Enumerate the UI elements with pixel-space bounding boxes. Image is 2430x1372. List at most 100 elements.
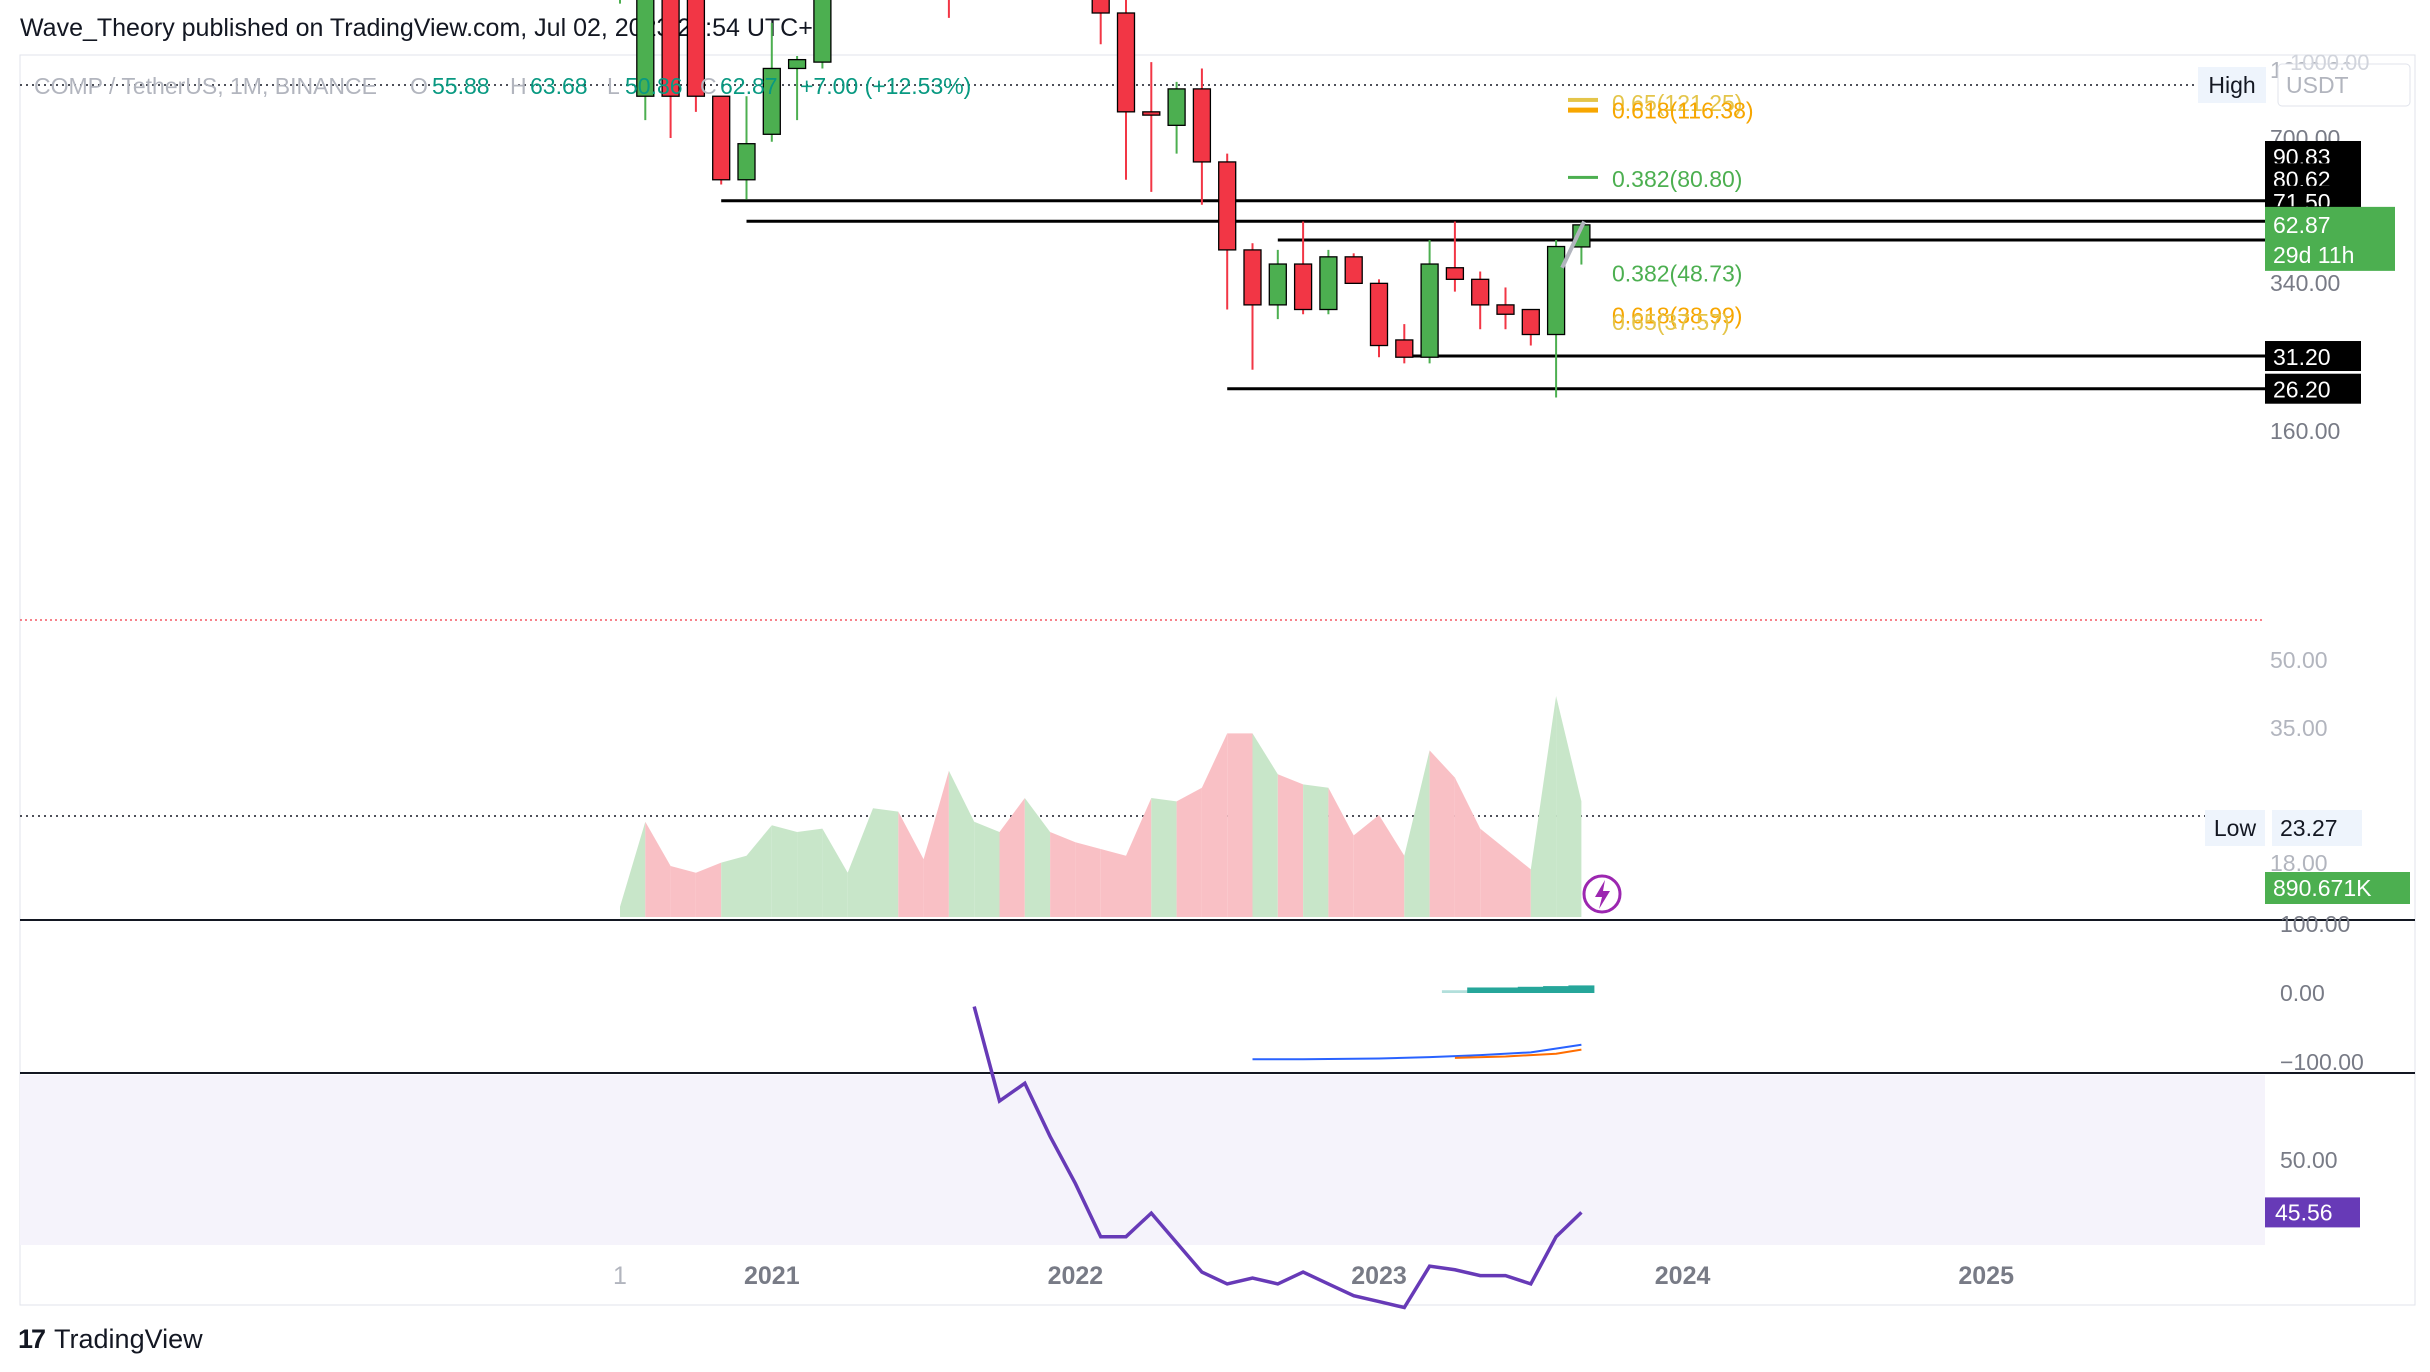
volume-segment [974,821,1000,917]
macd-histogram-bar [1467,987,1494,993]
volume-badge: 890.671K [2273,875,2372,901]
low-value-label: 23.27 [2280,815,2338,841]
price-tick-label: 18.00 [2270,850,2328,876]
legend-low-value: 50.86 [625,73,683,99]
candle-body [1243,249,1262,306]
time-axis-ticks: 1 2021 2022 2023 2024 2025 [613,1262,2014,1290]
horizontal-levels-group [721,97,2265,391]
volume-segment [645,821,671,917]
countdown-badge: 29d 11h [2273,242,2354,268]
candle-body [1192,88,1212,163]
candle-body [1546,245,1566,336]
volume-segment [1227,733,1253,917]
volume-segment [1556,696,1582,917]
candle-body [1142,111,1161,116]
candle-body [1319,256,1338,311]
macd-histogram-bar [1568,985,1595,993]
macd-histogram-bar [1441,990,1468,993]
volume-segment [721,855,747,917]
fib-labels-group: 0.65(121.25)0.618(116.38) 0.382(80.80) 0.3… [1612,90,1754,335]
volume-segment [1151,798,1177,917]
chart-frame [19,54,2416,1306]
candle-body [1521,308,1540,336]
level-badge: 26.20 [2273,377,2331,403]
fib-label: 0.382(48.73) [1612,261,1742,287]
volume-segment [670,866,696,917]
candle-body [712,95,731,181]
macd-histogram-bar [1517,986,1544,993]
candle-body [1471,278,1490,306]
lightning-icon[interactable] [1582,874,1622,914]
candle-body [787,58,807,70]
price-tick-label: 50.00 [2270,647,2328,673]
legend-change: +7.00 (+12.53%) [800,73,971,99]
macd-tick-label: 100.00 [2280,911,2350,937]
legend-close-label: C [700,73,717,99]
current-price-badge-bg [2265,206,2395,271]
volume-segment [873,808,899,917]
rsi-tick-label: 50.00 [2280,1147,2338,1173]
price-tick-label: 35.00 [2270,715,2328,741]
level-badge-bg [2265,373,2361,404]
volume-segment [847,808,873,917]
level-badge: 31.20 [2273,344,2331,370]
candle-body [737,143,756,181]
volume-segment [1379,815,1405,917]
volume-segment [1530,696,1557,917]
candle-body [661,0,680,97]
candle-body [1395,339,1414,358]
candle-body [1091,0,1110,14]
low-value-bg [2272,810,2362,846]
volume-segment [695,862,722,917]
candle-body [1496,304,1515,315]
time-tick-label: 2025 [1958,1262,2014,1290]
projection-arrow [1560,220,1586,269]
candle-body [1218,161,1237,251]
candle-body [1369,282,1389,347]
high-value-label: 1000.00 [2290,50,2370,75]
volume-segment [1353,815,1379,917]
legend-low-label: L [607,73,620,99]
price-tick-label: 160.00 [2270,418,2340,444]
fib-label: 0.618(38.99) [1612,302,1742,328]
volume-segment [1454,777,1481,917]
price-tick-label: 340.00 [2270,270,2340,296]
macd-series-line [1454,1048,1582,1059]
rsi-pane-group: 45.56 [972,1006,2360,1310]
legend-symbol: COMP / TetherUS, 1M, BINANCE [34,73,377,99]
volume-segment [1277,774,1304,917]
legend-open-value: 55.88 [432,73,490,99]
volume-segment [1480,828,1506,917]
volume-segment [948,770,975,917]
rsi-badge-bg [2265,1197,2360,1228]
tradingview-logo-icon: 17 [18,1324,46,1354]
rsi-line [972,1006,1583,1310]
volume-segment [898,811,924,917]
candle-body [1268,263,1287,306]
volume-segment [746,825,772,917]
legend-close-value: 62.87 [720,73,778,99]
volume-badge-bg [2265,872,2410,904]
fib-label: 0.65(37.57) [1612,309,1730,335]
candle-body [686,0,706,97]
volume-segment [1024,798,1051,917]
time-tick-label: 2023 [1351,1262,1407,1290]
volume-segment [1176,787,1202,917]
volume-segment [1303,784,1329,917]
low-tag: Low [2214,815,2257,841]
candles-group [619,0,1591,398]
time-tick-label: 2024 [1655,1262,1711,1290]
volume-segment [771,825,798,917]
currency-tag[interactable]: USDT [2286,72,2349,98]
currency-tag-bg[interactable] [2277,63,2411,107]
candle-body [1344,256,1363,285]
rsi-badge: 45.56 [2275,1199,2333,1225]
volume-segment [1201,733,1228,917]
current-price-badge: 62.87 [2273,212,2331,238]
high-tag-bg [2198,67,2266,103]
tradingview-brand[interactable]: 17 TradingView [18,1324,203,1355]
fib-label: 0.65(121.25) [1612,90,1742,116]
volume-segment [1328,787,1354,917]
